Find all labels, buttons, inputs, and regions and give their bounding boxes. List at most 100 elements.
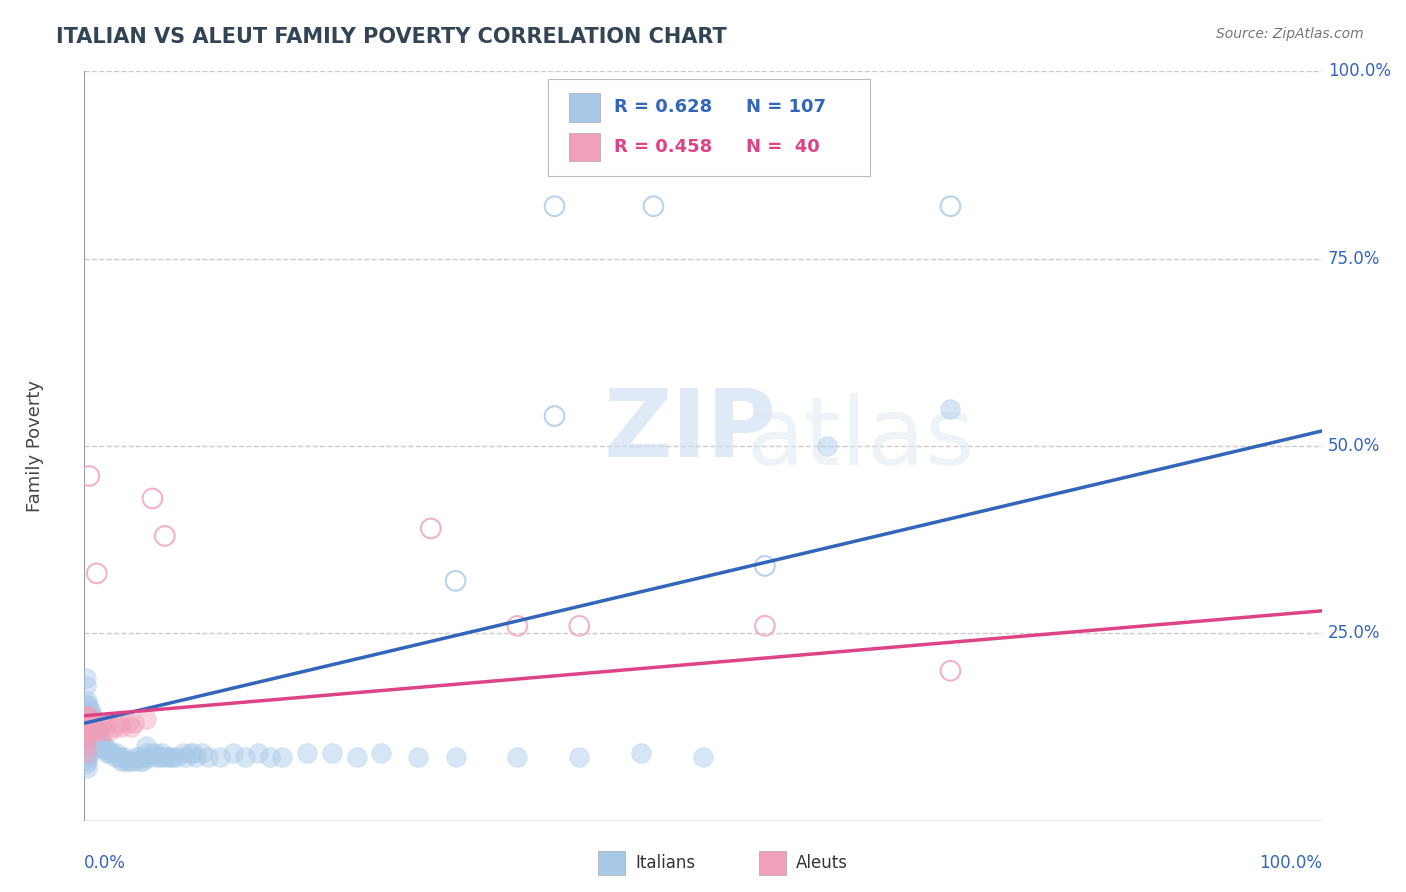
Point bbox=[939, 199, 962, 213]
Point bbox=[117, 716, 139, 731]
Point bbox=[75, 713, 97, 727]
Point bbox=[117, 754, 139, 768]
Point bbox=[80, 720, 103, 734]
Point bbox=[108, 750, 131, 764]
Point bbox=[939, 664, 962, 678]
Text: atlas: atlas bbox=[747, 392, 974, 484]
Text: R = 0.458: R = 0.458 bbox=[614, 138, 713, 156]
Point bbox=[77, 750, 100, 764]
Point bbox=[271, 750, 294, 764]
Point bbox=[76, 761, 98, 775]
FancyBboxPatch shape bbox=[548, 78, 870, 177]
Point bbox=[76, 705, 98, 719]
Point bbox=[77, 723, 100, 738]
Point bbox=[174, 750, 197, 764]
Point bbox=[135, 739, 157, 753]
Point bbox=[157, 750, 180, 764]
Point bbox=[79, 746, 101, 760]
Point bbox=[86, 716, 108, 731]
Point bbox=[79, 469, 101, 483]
Point bbox=[141, 491, 163, 506]
Point bbox=[76, 708, 98, 723]
Point bbox=[162, 750, 184, 764]
Point bbox=[172, 746, 194, 760]
Point bbox=[76, 716, 98, 731]
Point bbox=[75, 716, 97, 731]
Point bbox=[506, 750, 529, 764]
Point bbox=[79, 739, 101, 753]
FancyBboxPatch shape bbox=[569, 93, 600, 121]
Point bbox=[79, 723, 101, 738]
Point bbox=[87, 727, 110, 741]
Point bbox=[75, 750, 97, 764]
Point bbox=[150, 750, 173, 764]
Point bbox=[131, 754, 153, 768]
Point bbox=[97, 742, 120, 756]
Point bbox=[110, 720, 132, 734]
Point bbox=[135, 746, 157, 760]
Text: Family Poverty: Family Poverty bbox=[25, 380, 44, 512]
Point bbox=[233, 750, 256, 764]
Point bbox=[122, 716, 145, 731]
Point bbox=[75, 757, 97, 772]
Point bbox=[110, 754, 132, 768]
Point bbox=[79, 735, 101, 749]
Point bbox=[321, 746, 343, 760]
Point bbox=[815, 439, 838, 453]
Point bbox=[89, 723, 111, 738]
Point bbox=[76, 727, 98, 741]
Text: 0.0%: 0.0% bbox=[84, 855, 127, 872]
Point bbox=[93, 723, 115, 738]
Point bbox=[86, 723, 108, 738]
Point bbox=[135, 713, 157, 727]
Point bbox=[160, 750, 183, 764]
Point bbox=[91, 716, 114, 731]
Point bbox=[643, 199, 665, 213]
Point bbox=[77, 731, 100, 746]
Point bbox=[100, 746, 122, 760]
Point bbox=[82, 723, 104, 738]
Point bbox=[197, 750, 219, 764]
Point bbox=[120, 720, 142, 734]
Point bbox=[80, 731, 103, 746]
Text: N =  40: N = 40 bbox=[747, 138, 820, 156]
Point bbox=[83, 723, 105, 738]
Point bbox=[84, 720, 107, 734]
Point bbox=[86, 566, 108, 581]
Point bbox=[114, 754, 136, 768]
Point bbox=[89, 735, 111, 749]
Point bbox=[98, 723, 121, 738]
Point bbox=[82, 713, 104, 727]
Point bbox=[419, 521, 441, 535]
Text: 25.0%: 25.0% bbox=[1327, 624, 1381, 642]
Point bbox=[166, 750, 188, 764]
FancyBboxPatch shape bbox=[598, 851, 626, 875]
Text: Source: ZipAtlas.com: Source: ZipAtlas.com bbox=[1216, 27, 1364, 41]
Text: Aleuts: Aleuts bbox=[796, 855, 848, 872]
Point bbox=[79, 701, 101, 715]
Point bbox=[346, 750, 368, 764]
FancyBboxPatch shape bbox=[569, 133, 600, 161]
Point bbox=[145, 746, 167, 760]
Text: R = 0.628: R = 0.628 bbox=[614, 98, 713, 116]
Point bbox=[79, 723, 101, 738]
Point bbox=[93, 739, 115, 753]
Point bbox=[408, 750, 430, 764]
Point bbox=[191, 746, 214, 760]
Text: Italians: Italians bbox=[636, 855, 695, 872]
Point bbox=[77, 698, 100, 712]
Point bbox=[91, 739, 114, 753]
Point bbox=[79, 723, 101, 738]
Point bbox=[939, 401, 962, 416]
Point bbox=[80, 708, 103, 723]
Point bbox=[110, 750, 132, 764]
Point bbox=[79, 716, 101, 731]
Point bbox=[125, 750, 148, 764]
Point bbox=[75, 698, 97, 712]
Point bbox=[75, 727, 97, 741]
Point bbox=[120, 754, 142, 768]
Point bbox=[754, 619, 776, 633]
Point bbox=[150, 746, 173, 760]
Point bbox=[75, 739, 97, 753]
Point bbox=[108, 716, 131, 731]
